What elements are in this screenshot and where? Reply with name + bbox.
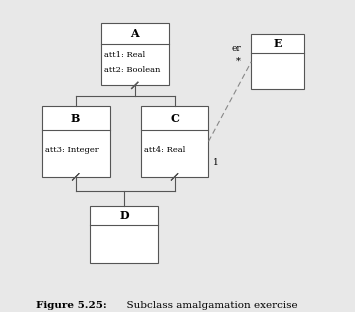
Text: att4: Real: att4: Real: [144, 146, 186, 154]
Bar: [101, 23, 169, 85]
Polygon shape: [72, 173, 79, 180]
Bar: [251, 35, 304, 89]
Text: *: *: [236, 57, 241, 66]
Text: att2: Boolean: att2: Boolean: [104, 66, 161, 74]
Text: C: C: [170, 113, 179, 124]
Polygon shape: [171, 173, 178, 180]
Text: att1: Real: att1: Real: [104, 51, 146, 60]
Text: att3: Integer: att3: Integer: [45, 146, 99, 154]
Text: er: er: [231, 44, 241, 53]
Bar: [141, 106, 208, 177]
Text: Figure 5.25:: Figure 5.25:: [36, 301, 106, 310]
Bar: [91, 206, 158, 263]
Text: A: A: [130, 28, 139, 39]
Text: D: D: [120, 210, 129, 221]
Text: Subclass amalgamation exercise: Subclass amalgamation exercise: [120, 301, 297, 310]
Text: E: E: [274, 38, 282, 49]
Text: 1: 1: [213, 158, 219, 167]
Text: B: B: [71, 113, 80, 124]
Bar: [42, 106, 110, 177]
Polygon shape: [131, 82, 138, 89]
